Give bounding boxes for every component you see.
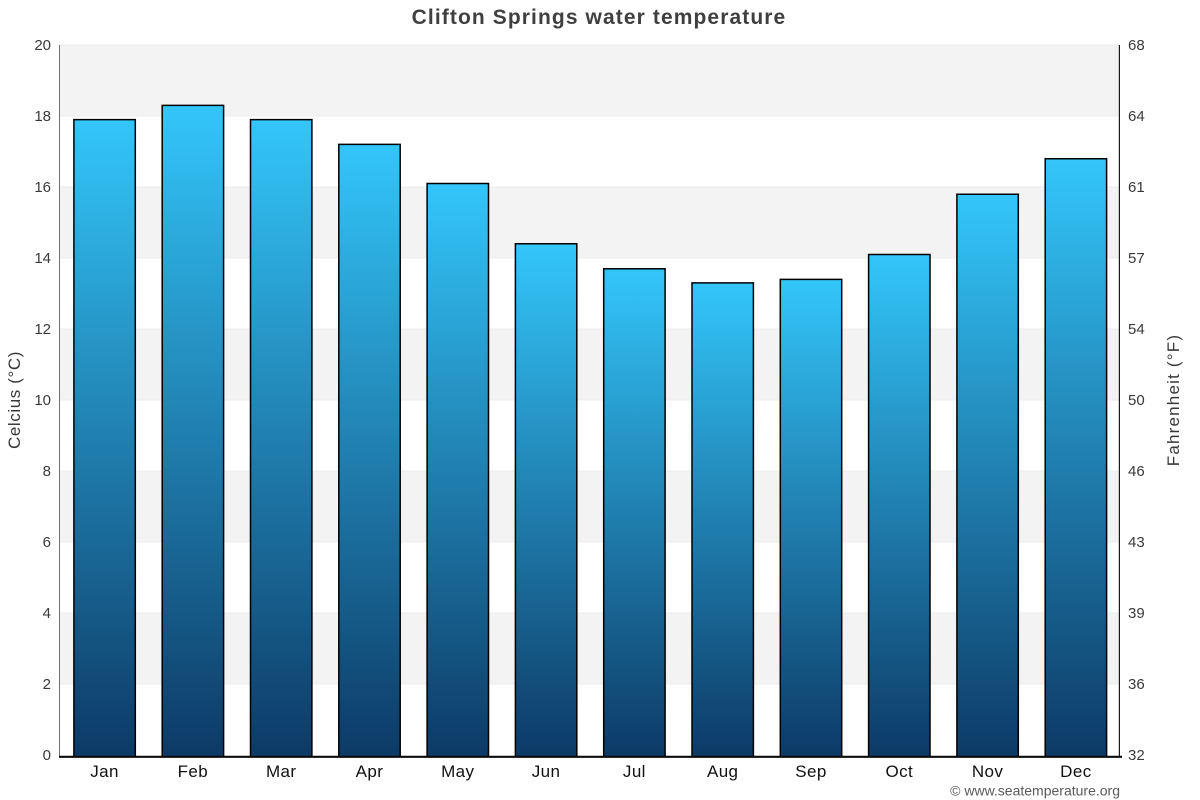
svg-text:50: 50 (1128, 392, 1145, 409)
svg-text:32: 32 (1128, 747, 1145, 764)
svg-text:Jul: Jul (623, 762, 646, 781)
svg-text:Aug: Aug (707, 762, 738, 781)
svg-text:8: 8 (43, 463, 51, 480)
svg-text:14: 14 (34, 250, 51, 267)
svg-text:61: 61 (1128, 179, 1145, 196)
svg-text:Dec: Dec (1060, 762, 1092, 781)
svg-text:16: 16 (34, 179, 51, 196)
svg-text:54: 54 (1128, 321, 1145, 338)
svg-text:Mar: Mar (266, 762, 296, 781)
svg-text:Fahrenheit (°F): Fahrenheit (°F) (1164, 334, 1183, 467)
svg-text:2: 2 (43, 676, 51, 693)
svg-text:20: 20 (34, 37, 51, 54)
svg-text:43: 43 (1128, 534, 1145, 551)
svg-text:10: 10 (34, 392, 51, 409)
svg-text:0: 0 (43, 747, 51, 764)
svg-text:4: 4 (43, 605, 51, 622)
svg-text:46: 46 (1128, 463, 1145, 480)
svg-text:Oct: Oct (885, 762, 913, 781)
svg-text:39: 39 (1128, 605, 1145, 622)
svg-text:Apr: Apr (356, 762, 384, 781)
svg-text:Feb: Feb (178, 762, 209, 781)
svg-text:6: 6 (43, 534, 51, 551)
svg-text:Sep: Sep (795, 762, 826, 781)
svg-text:12: 12 (34, 321, 51, 338)
svg-text:18: 18 (34, 108, 51, 125)
svg-text:64: 64 (1128, 108, 1145, 125)
svg-text:© www.seatemperature.org: © www.seatemperature.org (950, 783, 1120, 799)
svg-text:57: 57 (1128, 250, 1145, 267)
svg-text:Clifton Springs water temperat: Clifton Springs water temperature (412, 6, 787, 29)
svg-text:Jan: Jan (90, 762, 119, 781)
svg-text:36: 36 (1128, 676, 1145, 693)
svg-text:May: May (441, 762, 474, 781)
svg-text:Jun: Jun (532, 762, 561, 781)
svg-text:Nov: Nov (972, 762, 1004, 781)
svg-text:68: 68 (1128, 37, 1145, 54)
svg-text:Celcius (°C): Celcius (°C) (5, 351, 24, 449)
